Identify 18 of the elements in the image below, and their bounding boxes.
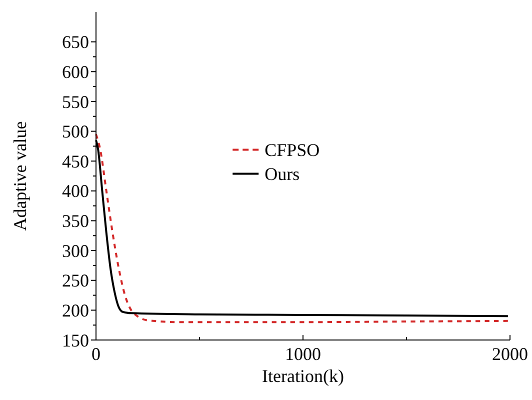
y-tick-label: 400 — [62, 181, 89, 202]
y-tick-label: 500 — [62, 122, 89, 142]
y-tick-label: 300 — [62, 240, 89, 261]
y-tick-label: 600 — [62, 62, 89, 82]
x-axis-title: Iteration(k) — [262, 366, 344, 386]
y-tick-label: 200 — [62, 300, 89, 320]
legend-label: CFPSO — [264, 140, 320, 160]
x-tick-label: 0 — [92, 344, 100, 364]
y-tick-label: 350 — [62, 211, 89, 232]
legend-label: Ours — [264, 164, 300, 184]
y-tick-label: 150 — [62, 330, 89, 350]
y-tick-label: 650 — [62, 32, 89, 52]
y-axis-title: Adaptive value — [10, 121, 30, 231]
y-tick-label: 450 — [62, 151, 89, 172]
x-tick-label: 1000 — [285, 344, 321, 364]
y-tick-label: 550 — [62, 92, 89, 112]
y-tick-label: 250 — [62, 270, 89, 291]
x-tick-label: 2000 — [492, 344, 528, 364]
